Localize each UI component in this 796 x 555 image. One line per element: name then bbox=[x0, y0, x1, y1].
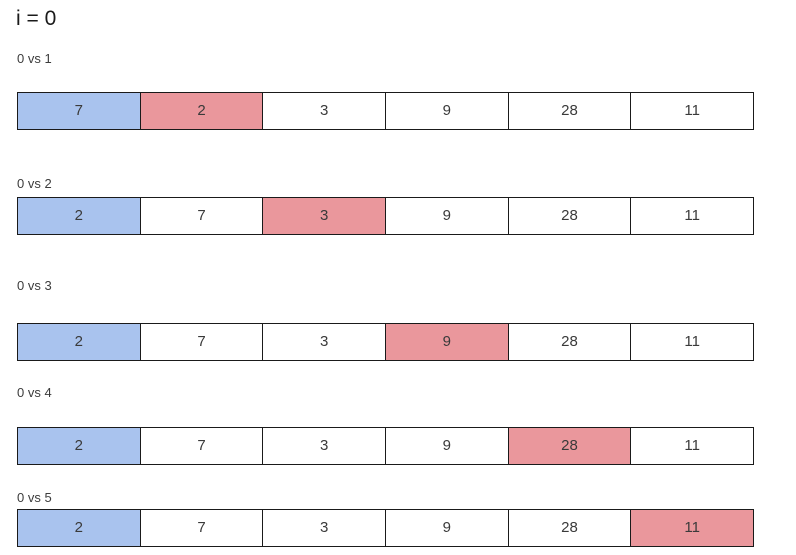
array-row: 7 2 3 9 28 11 bbox=[17, 92, 754, 130]
array-cell: 2 bbox=[18, 510, 141, 546]
array-row: 2 7 3 9 28 11 bbox=[17, 323, 754, 361]
array-cell: 11 bbox=[631, 93, 754, 129]
array-cell: 2 bbox=[18, 324, 141, 360]
array-cell: 7 bbox=[140, 510, 264, 546]
array-cell: 9 bbox=[386, 198, 509, 234]
comparison-label: 0 vs 3 bbox=[17, 278, 52, 293]
comparison-label: 0 vs 1 bbox=[17, 51, 52, 66]
array-cell: 11 bbox=[631, 324, 754, 360]
array-cell: 28 bbox=[508, 510, 632, 546]
array-row: 2 7 3 9 28 11 bbox=[17, 197, 754, 235]
array-cell: 7 bbox=[140, 428, 264, 464]
comparison-label: 0 vs 4 bbox=[17, 385, 52, 400]
array-cell: 28 bbox=[508, 198, 632, 234]
array-cell: 9 bbox=[386, 324, 509, 360]
array-cell: 2 bbox=[18, 428, 141, 464]
array-cell: 7 bbox=[140, 324, 264, 360]
array-cell: 2 bbox=[140, 93, 264, 129]
array-cell: 3 bbox=[263, 510, 387, 546]
array-cell: 3 bbox=[263, 198, 387, 234]
array-cell: 2 bbox=[18, 198, 141, 234]
array-cell: 7 bbox=[140, 198, 264, 234]
array-cell: 3 bbox=[263, 93, 387, 129]
array-cell: 7 bbox=[18, 93, 141, 129]
array-cell: 28 bbox=[508, 428, 632, 464]
array-cell: 28 bbox=[508, 93, 632, 129]
array-cell: 9 bbox=[386, 510, 509, 546]
comparison-label: 0 vs 5 bbox=[17, 490, 52, 505]
array-cell: 3 bbox=[263, 428, 387, 464]
array-cell: 11 bbox=[631, 428, 754, 464]
array-cell: 9 bbox=[386, 93, 509, 129]
array-cell: 11 bbox=[631, 510, 754, 546]
array-cell: 3 bbox=[263, 324, 387, 360]
array-cell: 28 bbox=[508, 324, 632, 360]
array-row: 2 7 3 9 28 11 bbox=[17, 427, 754, 465]
comparison-label: 0 vs 2 bbox=[17, 176, 52, 191]
page-title: i = 0 bbox=[16, 7, 57, 30]
array-cell: 9 bbox=[386, 428, 509, 464]
array-row: 2 7 3 9 28 11 bbox=[17, 509, 754, 547]
array-cell: 11 bbox=[631, 198, 754, 234]
